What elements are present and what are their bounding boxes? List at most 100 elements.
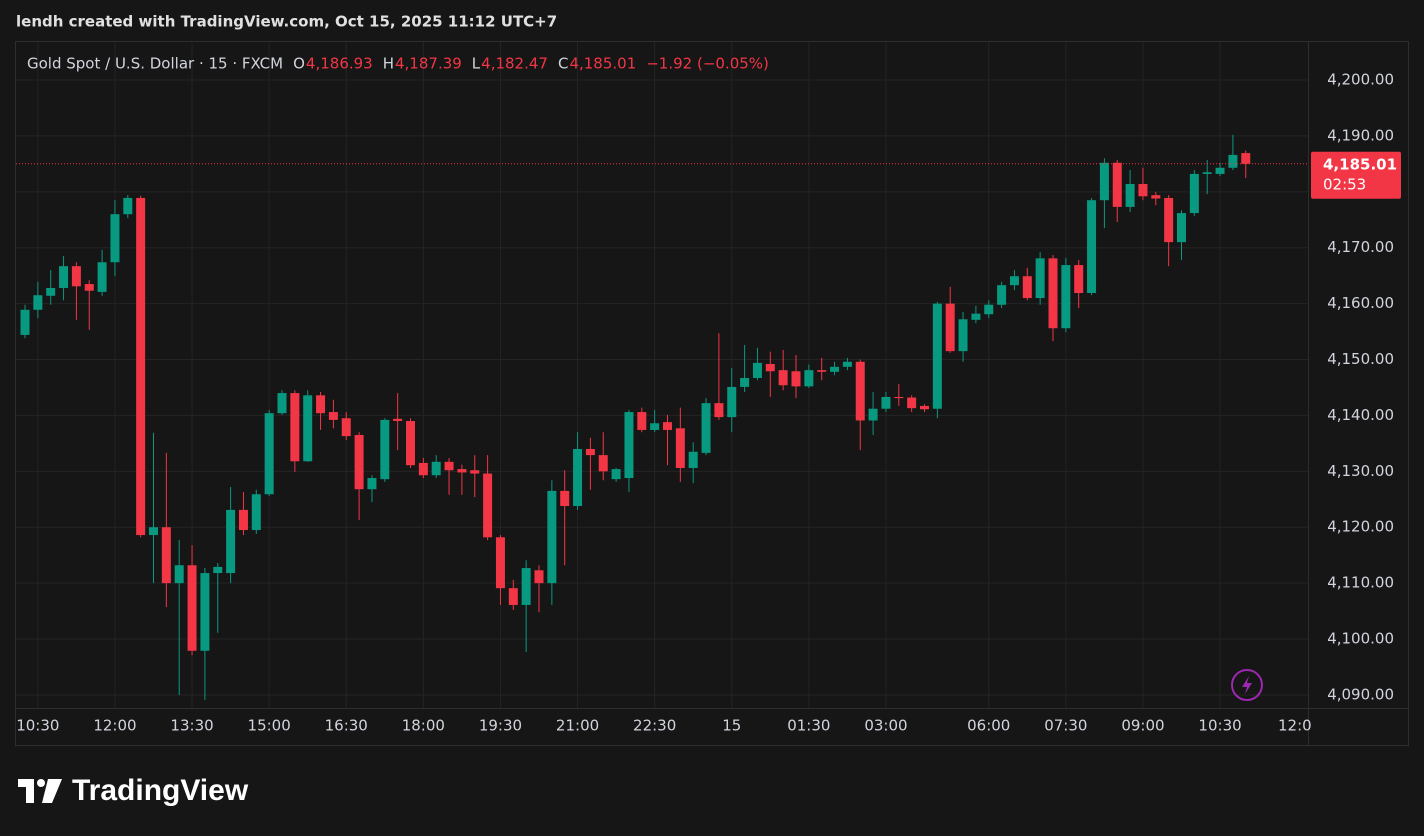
candle-body [59, 266, 69, 288]
candle-body [431, 461, 441, 476]
candle-body [1048, 258, 1058, 329]
icon-circle [1231, 669, 1263, 701]
lightning-icon[interactable] [1231, 669, 1263, 701]
x-tick-label: 10:30 [1198, 717, 1241, 735]
x-tick-label: 03:00 [864, 717, 907, 735]
attribution: lendh created with TradingView.com, Oct … [16, 13, 557, 31]
candle-body [84, 284, 94, 291]
candle-body [765, 363, 775, 372]
icon-bolt [1242, 676, 1252, 694]
candles [20, 134, 1251, 700]
candle-body [791, 371, 801, 387]
candle-body [251, 494, 261, 531]
ohlc-change: −1.92 (−0.05%) [646, 55, 769, 73]
candle-body [1202, 172, 1212, 174]
last-price-tag [1311, 151, 1401, 199]
symbol-title: Gold Spot / U.S. Dollar · 15 · FXCM [27, 55, 283, 73]
candle-body [1022, 276, 1032, 299]
y-tick-label: 4,090.00 [1327, 685, 1394, 703]
candle-body [71, 266, 81, 287]
candle-body [1164, 197, 1174, 243]
candle-body [380, 419, 390, 480]
chart-frame [15, 41, 1409, 746]
candle-body [804, 370, 814, 387]
candle-body [33, 295, 43, 310]
candle-body [752, 362, 762, 378]
candle-body [842, 361, 852, 367]
candle-body [1228, 154, 1238, 168]
candle-body [149, 527, 158, 536]
candle-body [444, 461, 454, 471]
candle-body [316, 395, 326, 414]
ohlc-value: 4,182.47 [481, 55, 548, 73]
x-tick-label: 15 [722, 717, 741, 735]
ohlc-value: 4,187.39 [395, 55, 462, 73]
x-tick-label: 22:30 [633, 717, 676, 735]
candle-body [1241, 153, 1251, 164]
y-tick-label: 4,110.00 [1327, 574, 1394, 592]
candle-body [907, 397, 917, 409]
candle-body [881, 396, 891, 409]
ohlc-key: H [383, 55, 394, 73]
candle-body [611, 469, 621, 480]
candle-body [920, 405, 929, 410]
candle-body [1215, 167, 1225, 174]
candle-body [418, 462, 428, 476]
candle-body [1061, 265, 1071, 329]
candle-body [534, 570, 544, 584]
x-tick-label: 10:30 [16, 717, 59, 735]
candle-body [894, 396, 904, 399]
candle-body [303, 395, 313, 462]
candle-body [1099, 162, 1109, 201]
candle-body [200, 573, 210, 651]
candle-body [637, 412, 647, 430]
candle-body [393, 418, 403, 422]
y-tick-label: 4,130.00 [1327, 462, 1394, 480]
y-tick-label: 4,160.00 [1327, 294, 1394, 312]
logo-mark-2 [37, 779, 45, 787]
candle-body [727, 386, 737, 418]
candle-body [688, 451, 698, 468]
logo-mark-1 [18, 779, 34, 803]
candle-body [624, 412, 634, 479]
last-price-label: 4,185.01 [1323, 155, 1397, 173]
candle-body [97, 262, 107, 292]
candle-body [1177, 213, 1186, 243]
candle-body [560, 490, 570, 506]
candle-body [406, 421, 415, 466]
y-tick-label: 4,200.00 [1327, 71, 1394, 89]
ohlc-value: 4,185.01 [569, 55, 636, 73]
candle-body [1138, 183, 1148, 197]
x-tick-label: 07:30 [1044, 717, 1087, 735]
ohlc-key: O [293, 55, 305, 73]
ohlc-value: 4,186.93 [306, 55, 373, 73]
candle-body [650, 423, 660, 430]
candle-body [1035, 258, 1045, 299]
candle-body [817, 370, 827, 372]
candle-body [226, 509, 236, 574]
ohlc-key: C [558, 55, 568, 73]
x-tick-label: 18:00 [402, 717, 445, 735]
candle-body [123, 197, 133, 215]
x-tick-label: 09:00 [1121, 717, 1164, 735]
x-tick-label: 19:30 [479, 717, 522, 735]
candle-body [547, 490, 557, 584]
candle-body [110, 214, 120, 263]
logo-mark-3 [42, 779, 62, 803]
candle-body [1125, 183, 1135, 207]
candle-body [585, 448, 595, 456]
candle-body [264, 413, 274, 495]
ohlc-key: L [472, 55, 481, 73]
x-tick-label: 12:0 [1278, 717, 1312, 735]
candle-body [174, 565, 184, 584]
candle-body [46, 287, 56, 296]
candle-body [855, 361, 865, 421]
candle-body [932, 303, 942, 409]
candle-body [945, 303, 955, 352]
candle-body [20, 309, 30, 335]
x-tick-label: 13:30 [170, 717, 213, 735]
candle-body [213, 566, 223, 574]
y-tick-label: 4,120.00 [1327, 518, 1394, 536]
candle-body [675, 428, 685, 468]
candle-body [483, 473, 493, 538]
